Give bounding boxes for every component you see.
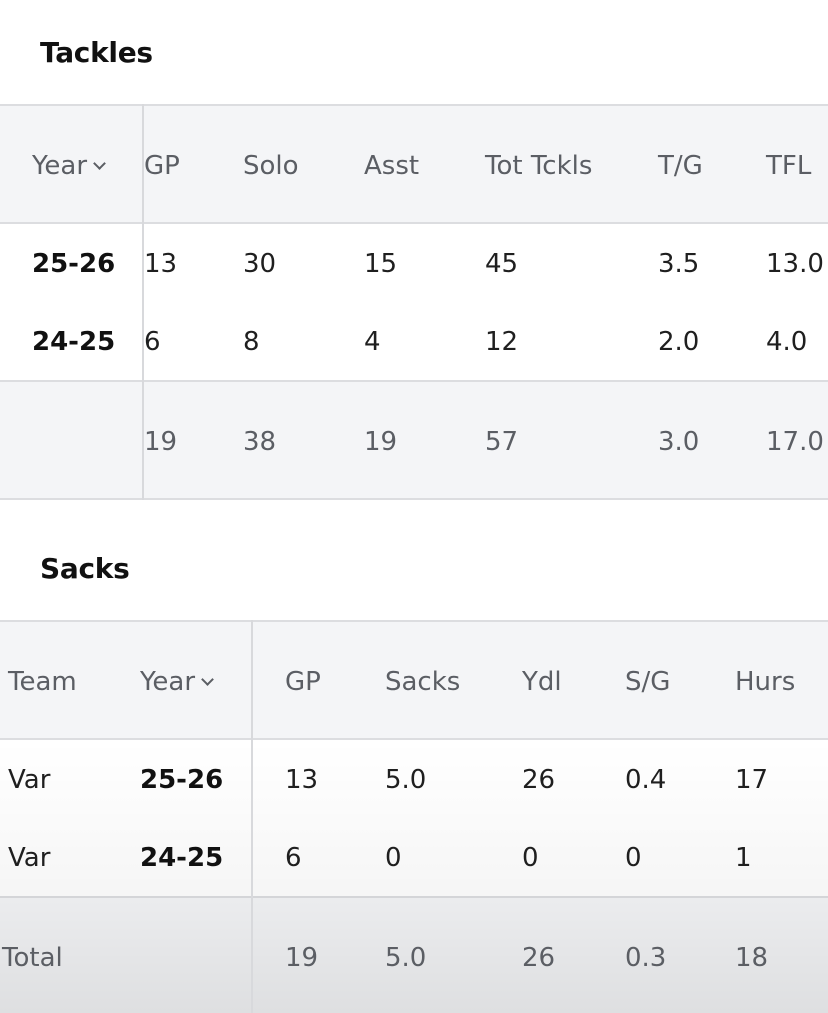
sacks-row-year: 25-26 [140,765,224,795]
tackles-total-cell: 38 [243,427,277,457]
tackles-row-year: 24-25 [32,327,116,357]
chevron-down-icon [93,157,106,170]
sacks-cell: 0 [625,843,642,873]
sacks-cell: 26 [522,765,556,795]
tackles-cell: 45 [485,249,519,279]
tackles-total-cell: 3.0 [658,427,700,457]
tackles-cell: 15 [364,249,398,279]
tackles-col-gp[interactable]: GP [144,151,180,181]
sacks-total-cell: 18 [735,943,769,973]
sacks-cell: 5.0 [385,765,427,795]
sacks-total-cell: 0.3 [625,943,667,973]
sacks-row-team: Var [8,843,51,873]
sacks-cell: 13 [285,765,319,795]
tackles-cell: 2.0 [658,327,700,357]
sacks-total-cell: 19 [285,943,319,973]
sacks-col-sacks[interactable]: Sacks [385,667,461,697]
sacks-col-hurs[interactable]: Hurs [735,667,796,697]
chevron-down-icon [201,673,214,686]
tackles-year-header: Year [32,151,88,181]
tackles-col-solo[interactable]: Solo [243,151,299,181]
tackles-cell: 12 [485,327,519,357]
sacks-cell: 0.4 [625,765,667,795]
sacks-col-ydl[interactable]: Ydl [522,667,562,697]
tackles-total-row [0,380,828,500]
tackles-total-cell: 57 [485,427,519,457]
tackles-header-row [0,104,828,224]
sacks-total-row [0,896,828,1013]
sacks-row-team: Var [8,765,51,795]
tackles-year-sort[interactable]: Year [32,151,106,181]
tackles-total-cell: 19 [364,427,398,457]
tackles-total-cell: 19 [144,427,178,457]
sacks-cell: 0 [385,843,402,873]
sacks-cell: 1 [735,843,752,873]
tackles-cell: 8 [243,327,260,357]
tackles-col-tot-tckls[interactable]: Tot Tckls [485,151,593,181]
tackles-col-tg[interactable]: T/G [658,151,703,181]
sacks-total-cell: 5.0 [385,943,427,973]
sacks-frozen-divider [251,620,253,1013]
tackles-cell: 6 [144,327,161,357]
tackles-row-year: 25-26 [32,249,116,279]
tackles-col-asst[interactable]: Asst [364,151,420,181]
sacks-cell: 17 [735,765,769,795]
sacks-cell: 6 [285,843,302,873]
tackles-cell: 13 [144,249,178,279]
sacks-col-team[interactable]: Team [8,667,77,697]
sacks-col-gp[interactable]: GP [285,667,321,697]
tackles-col-tfl[interactable]: TFL [766,151,812,181]
sacks-year-sort[interactable]: Year [140,667,214,697]
tackles-title: Tackles [40,36,153,69]
sacks-total-label: Total [2,943,63,973]
sacks-title: Sacks [40,552,130,585]
tackles-cell: 4.0 [766,327,808,357]
tackles-cell: 4 [364,327,381,357]
sacks-col-sg[interactable]: S/G [625,667,671,697]
sacks-header-row [0,620,828,740]
sacks-total-cell: 26 [522,943,556,973]
tackles-cell: 13.0 [766,249,824,279]
sacks-year-header: Year [140,667,196,697]
tackles-frozen-divider [142,104,144,500]
sacks-row-year: 24-25 [140,843,224,873]
sacks-cell: 0 [522,843,539,873]
tackles-total-cell: 17.0 [766,427,824,457]
tackles-cell: 3.5 [658,249,700,279]
tackles-cell: 30 [243,249,277,279]
